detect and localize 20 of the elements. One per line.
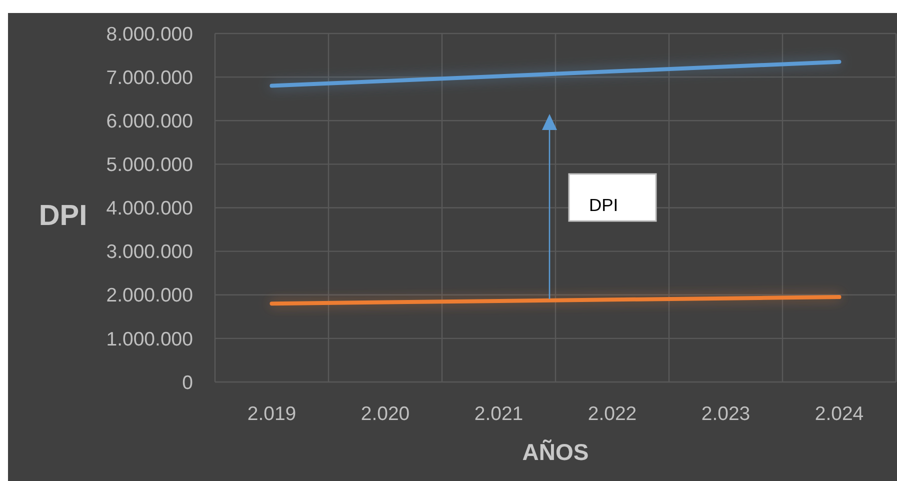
y-tick-label: 6.000.000 xyxy=(106,110,194,132)
x-tick-label: 2.024 xyxy=(814,403,864,425)
x-tick-label: 2.020 xyxy=(360,403,410,425)
x-tick-label: 2.022 xyxy=(588,403,637,425)
y-tick-label: 4.000.000 xyxy=(106,198,194,220)
line-series xyxy=(270,60,842,88)
y-tick-label: 7.000.000 xyxy=(106,66,194,89)
y-tick-label: 5.000.000 xyxy=(106,154,194,176)
y-tick-label: 1.000.000 xyxy=(106,328,194,350)
x-tick-label: 2.021 xyxy=(474,403,524,425)
annotation: DPI xyxy=(589,195,618,215)
x-tick-label: 2.023 xyxy=(701,403,750,425)
x-axis-title: AÑOS xyxy=(522,439,589,465)
x-tick-label: 2.019 xyxy=(247,403,296,425)
y-tick-label: 3.000.000 xyxy=(106,241,194,264)
y-axis-title: DPI xyxy=(38,200,88,232)
line-series xyxy=(270,295,842,306)
y-tick-label: 8.000.000 xyxy=(106,23,194,46)
y-tick-label: 0 xyxy=(182,372,194,394)
y-tick-label: 2.000.000 xyxy=(106,284,194,307)
